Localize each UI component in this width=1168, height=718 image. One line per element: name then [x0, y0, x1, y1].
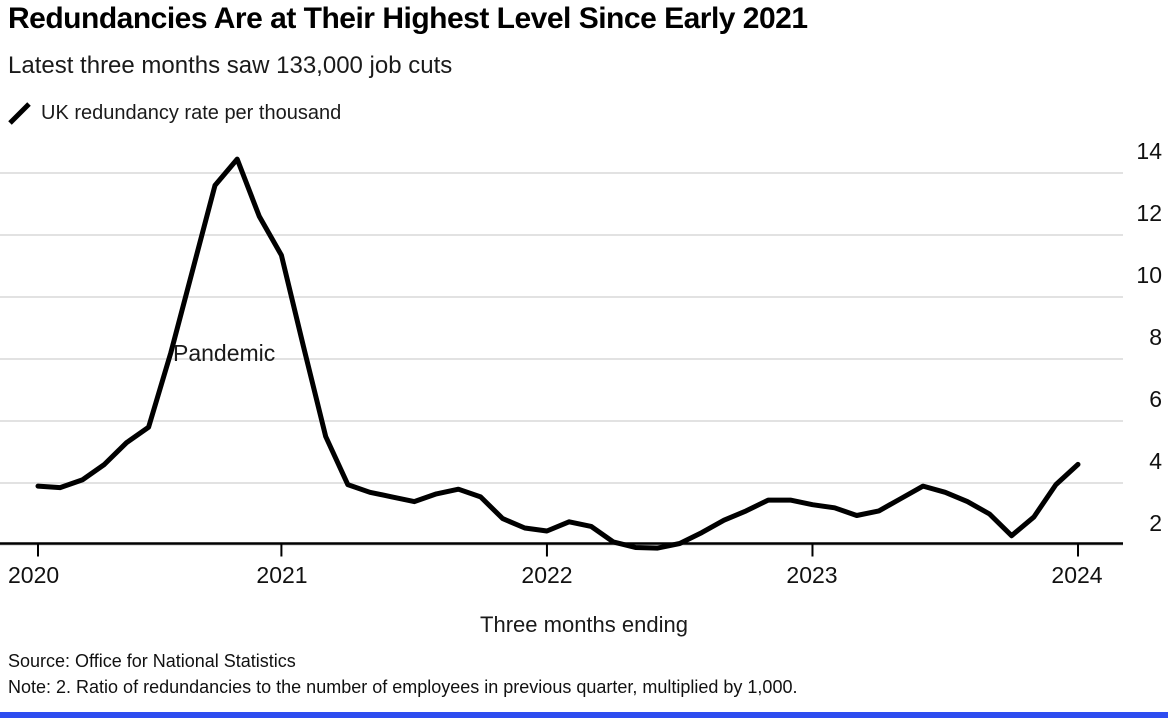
- legend-label: UK redundancy rate per thousand: [41, 101, 342, 124]
- chart-subtitle: Latest three months saw 133,000 job cuts: [8, 52, 453, 79]
- y-tick-label: 10: [1136, 262, 1162, 288]
- x-tick-label: 2023: [786, 562, 838, 588]
- y-tick-label: 12: [1136, 200, 1162, 226]
- y-tick-label: 2: [1149, 510, 1162, 536]
- pandemic-annotation: Pandemic: [173, 340, 276, 366]
- x-tick-label: 2024: [1051, 562, 1103, 588]
- y-tick-label: 14: [1136, 138, 1162, 164]
- x-tick-label: 2022: [521, 562, 573, 588]
- y-tick-label: 6: [1149, 386, 1162, 412]
- y-tick-label: 8: [1149, 324, 1162, 350]
- footer-accent-bar: [0, 712, 1168, 718]
- x-axis-title: Three months ending: [480, 612, 688, 637]
- x-tick-label: 2021: [256, 562, 308, 588]
- chart-title: Redundancies Are at Their Highest Level …: [8, 2, 808, 35]
- source-text: Source: Office for National Statistics: [8, 651, 296, 671]
- legend: UK redundancy rate per thousand: [8, 101, 341, 125]
- line-stroke-icon: [8, 102, 31, 125]
- x-tick-label: 2020: [8, 562, 60, 588]
- y-tick-label: 4: [1149, 448, 1162, 474]
- note-text: Note: 2. Ratio of redundancies to the nu…: [8, 677, 798, 697]
